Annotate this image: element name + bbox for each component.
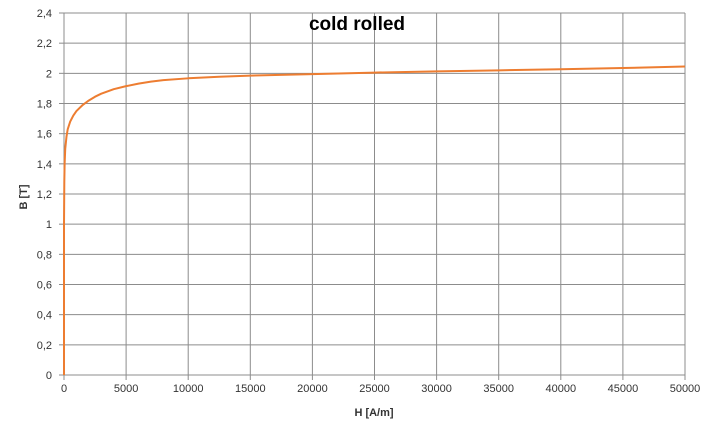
y-axis-title: B [T] — [18, 184, 30, 209]
y-tick-label: 2,4 — [37, 8, 52, 20]
x-tick-label: 5000 — [114, 383, 138, 395]
x-tick-label: 50000 — [670, 383, 701, 395]
y-tick-label: 2 — [46, 68, 52, 80]
y-tick-label: 1,6 — [37, 129, 52, 141]
tick-labels: 0 5000 10000 15000 20000 25000 30000 35000 40000… — [37, 8, 701, 395]
y-tick-label: 1,2 — [37, 189, 52, 201]
x-axis-title: H [A/m] — [354, 407, 393, 419]
y-tick-label: 1,4 — [37, 159, 52, 171]
y-tick-label: 2,2 — [37, 38, 52, 50]
x-tick-label: 0 — [61, 383, 67, 395]
x-tick-label: 25000 — [359, 383, 390, 395]
x-tick-label: 35000 — [483, 383, 514, 395]
y-tick-label: 0 — [46, 370, 52, 382]
series-line-0 — [63, 65, 686, 375]
x-tick-label: 45000 — [608, 383, 639, 395]
x-tick-label: 15000 — [235, 383, 266, 395]
y-tick-label: 0,4 — [37, 310, 52, 322]
y-tick-label: 0,2 — [37, 340, 52, 352]
y-tick-label: 1,8 — [37, 99, 52, 111]
x-tick-label: 30000 — [421, 383, 452, 395]
chart-title: cold rolled — [309, 14, 405, 35]
x-tick-label: 40000 — [546, 383, 577, 395]
grid — [64, 12, 686, 375]
y-tick-label: 1 — [46, 219, 52, 231]
y-tick-label: 0,6 — [37, 280, 52, 292]
y-tick-label: 0,8 — [37, 249, 52, 261]
series — [63, 65, 686, 375]
x-tick-label: 10000 — [173, 383, 204, 395]
x-tick-label: 20000 — [297, 383, 328, 395]
